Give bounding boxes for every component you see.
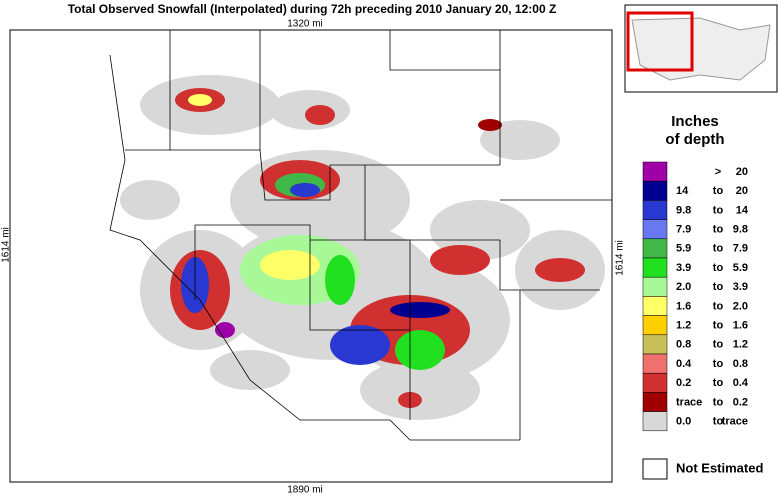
legend-label: 1.6	[676, 300, 691, 312]
legend-label: to	[713, 185, 724, 197]
legend-label: to	[713, 300, 724, 312]
legend-label: to	[713, 377, 724, 389]
not-estimated-swatch	[642, 458, 668, 480]
legend-title: of depth	[665, 131, 724, 148]
legend-swatch	[642, 219, 668, 240]
legend: >20 14 to 20 9.8 to 14 7.9 to 9.8 5.9 to 7.9 3.9 to 5.9…	[642, 161, 749, 432]
inset-map	[624, 4, 778, 93]
legend-label: 1.2	[733, 339, 748, 351]
legend-label: 2.0	[733, 300, 748, 312]
legend-label: to	[713, 243, 724, 255]
legend-label: 9.8	[676, 204, 691, 216]
legend-label: 14	[736, 204, 749, 216]
legend-label: 0.8	[733, 358, 748, 370]
not-estimated-label: Not Estimated	[676, 460, 763, 475]
legend-label: 0.2	[676, 377, 691, 389]
legend-label: 1.2	[676, 320, 691, 332]
legend-swatch	[642, 372, 668, 393]
legend-label: 0.4	[733, 377, 749, 389]
legend-swatch	[642, 276, 668, 297]
legend-label: 1.6	[733, 320, 748, 332]
legend-label: to	[713, 320, 724, 332]
legend-label: to	[713, 339, 724, 351]
legend-label: 0.2	[733, 396, 748, 408]
legend-swatch	[642, 296, 668, 316]
legend-swatch	[642, 392, 668, 412]
legend-label: 0.8	[676, 339, 691, 351]
legend-title: Inches	[671, 113, 719, 130]
legend-label: 5.9	[733, 262, 748, 274]
title: Total Observed Snowfall (Interpolated) d…	[68, 2, 557, 16]
legend-swatch	[642, 161, 668, 182]
legend-label: to	[713, 204, 724, 216]
top-scale: 1320 mi	[287, 19, 323, 30]
legend-label: 7.9	[676, 224, 691, 236]
legend-swatch	[642, 315, 668, 336]
legend-label: 5.9	[676, 243, 691, 255]
bottom-scale: 1890 mi	[287, 485, 323, 496]
legend-label: trace	[676, 396, 702, 408]
left-scale: 1614 mi	[1, 227, 12, 263]
legend-label: 3.9	[733, 281, 748, 293]
legend-swatch	[642, 180, 668, 201]
legend-label: 0.4	[676, 358, 692, 370]
legend-label: to	[713, 262, 724, 274]
legend-swatch	[642, 411, 668, 432]
legend-label: 0.0	[676, 416, 691, 428]
legend-label: to	[713, 396, 724, 408]
legend-swatch	[642, 200, 668, 220]
right-scale: 1614 mi	[615, 240, 626, 276]
legend-label: 14	[676, 185, 689, 197]
legend-label: to	[713, 224, 724, 236]
legend-label: 7.9	[733, 243, 748, 255]
state-borders	[109, 30, 612, 441]
map	[9, 29, 613, 483]
legend-label: 9.8	[733, 224, 748, 236]
snow-areas	[170, 88, 585, 408]
inset-land	[631, 17, 771, 81]
legend-label: to	[713, 281, 724, 293]
legend-label: to	[713, 416, 724, 428]
legend-swatch	[642, 334, 668, 355]
legend-label: 20	[736, 166, 748, 178]
legend-label: 3.9	[676, 262, 691, 274]
legend-swatch	[642, 353, 668, 374]
inset-region	[626, 11, 694, 72]
legend-label: >	[715, 166, 721, 178]
legend-label: to	[713, 358, 724, 370]
legend-swatch	[642, 257, 668, 278]
legend-label: trace	[722, 416, 748, 428]
legend-label: 2.0	[676, 281, 691, 293]
legend-label: 20	[736, 185, 748, 197]
legend-swatch	[642, 238, 668, 259]
